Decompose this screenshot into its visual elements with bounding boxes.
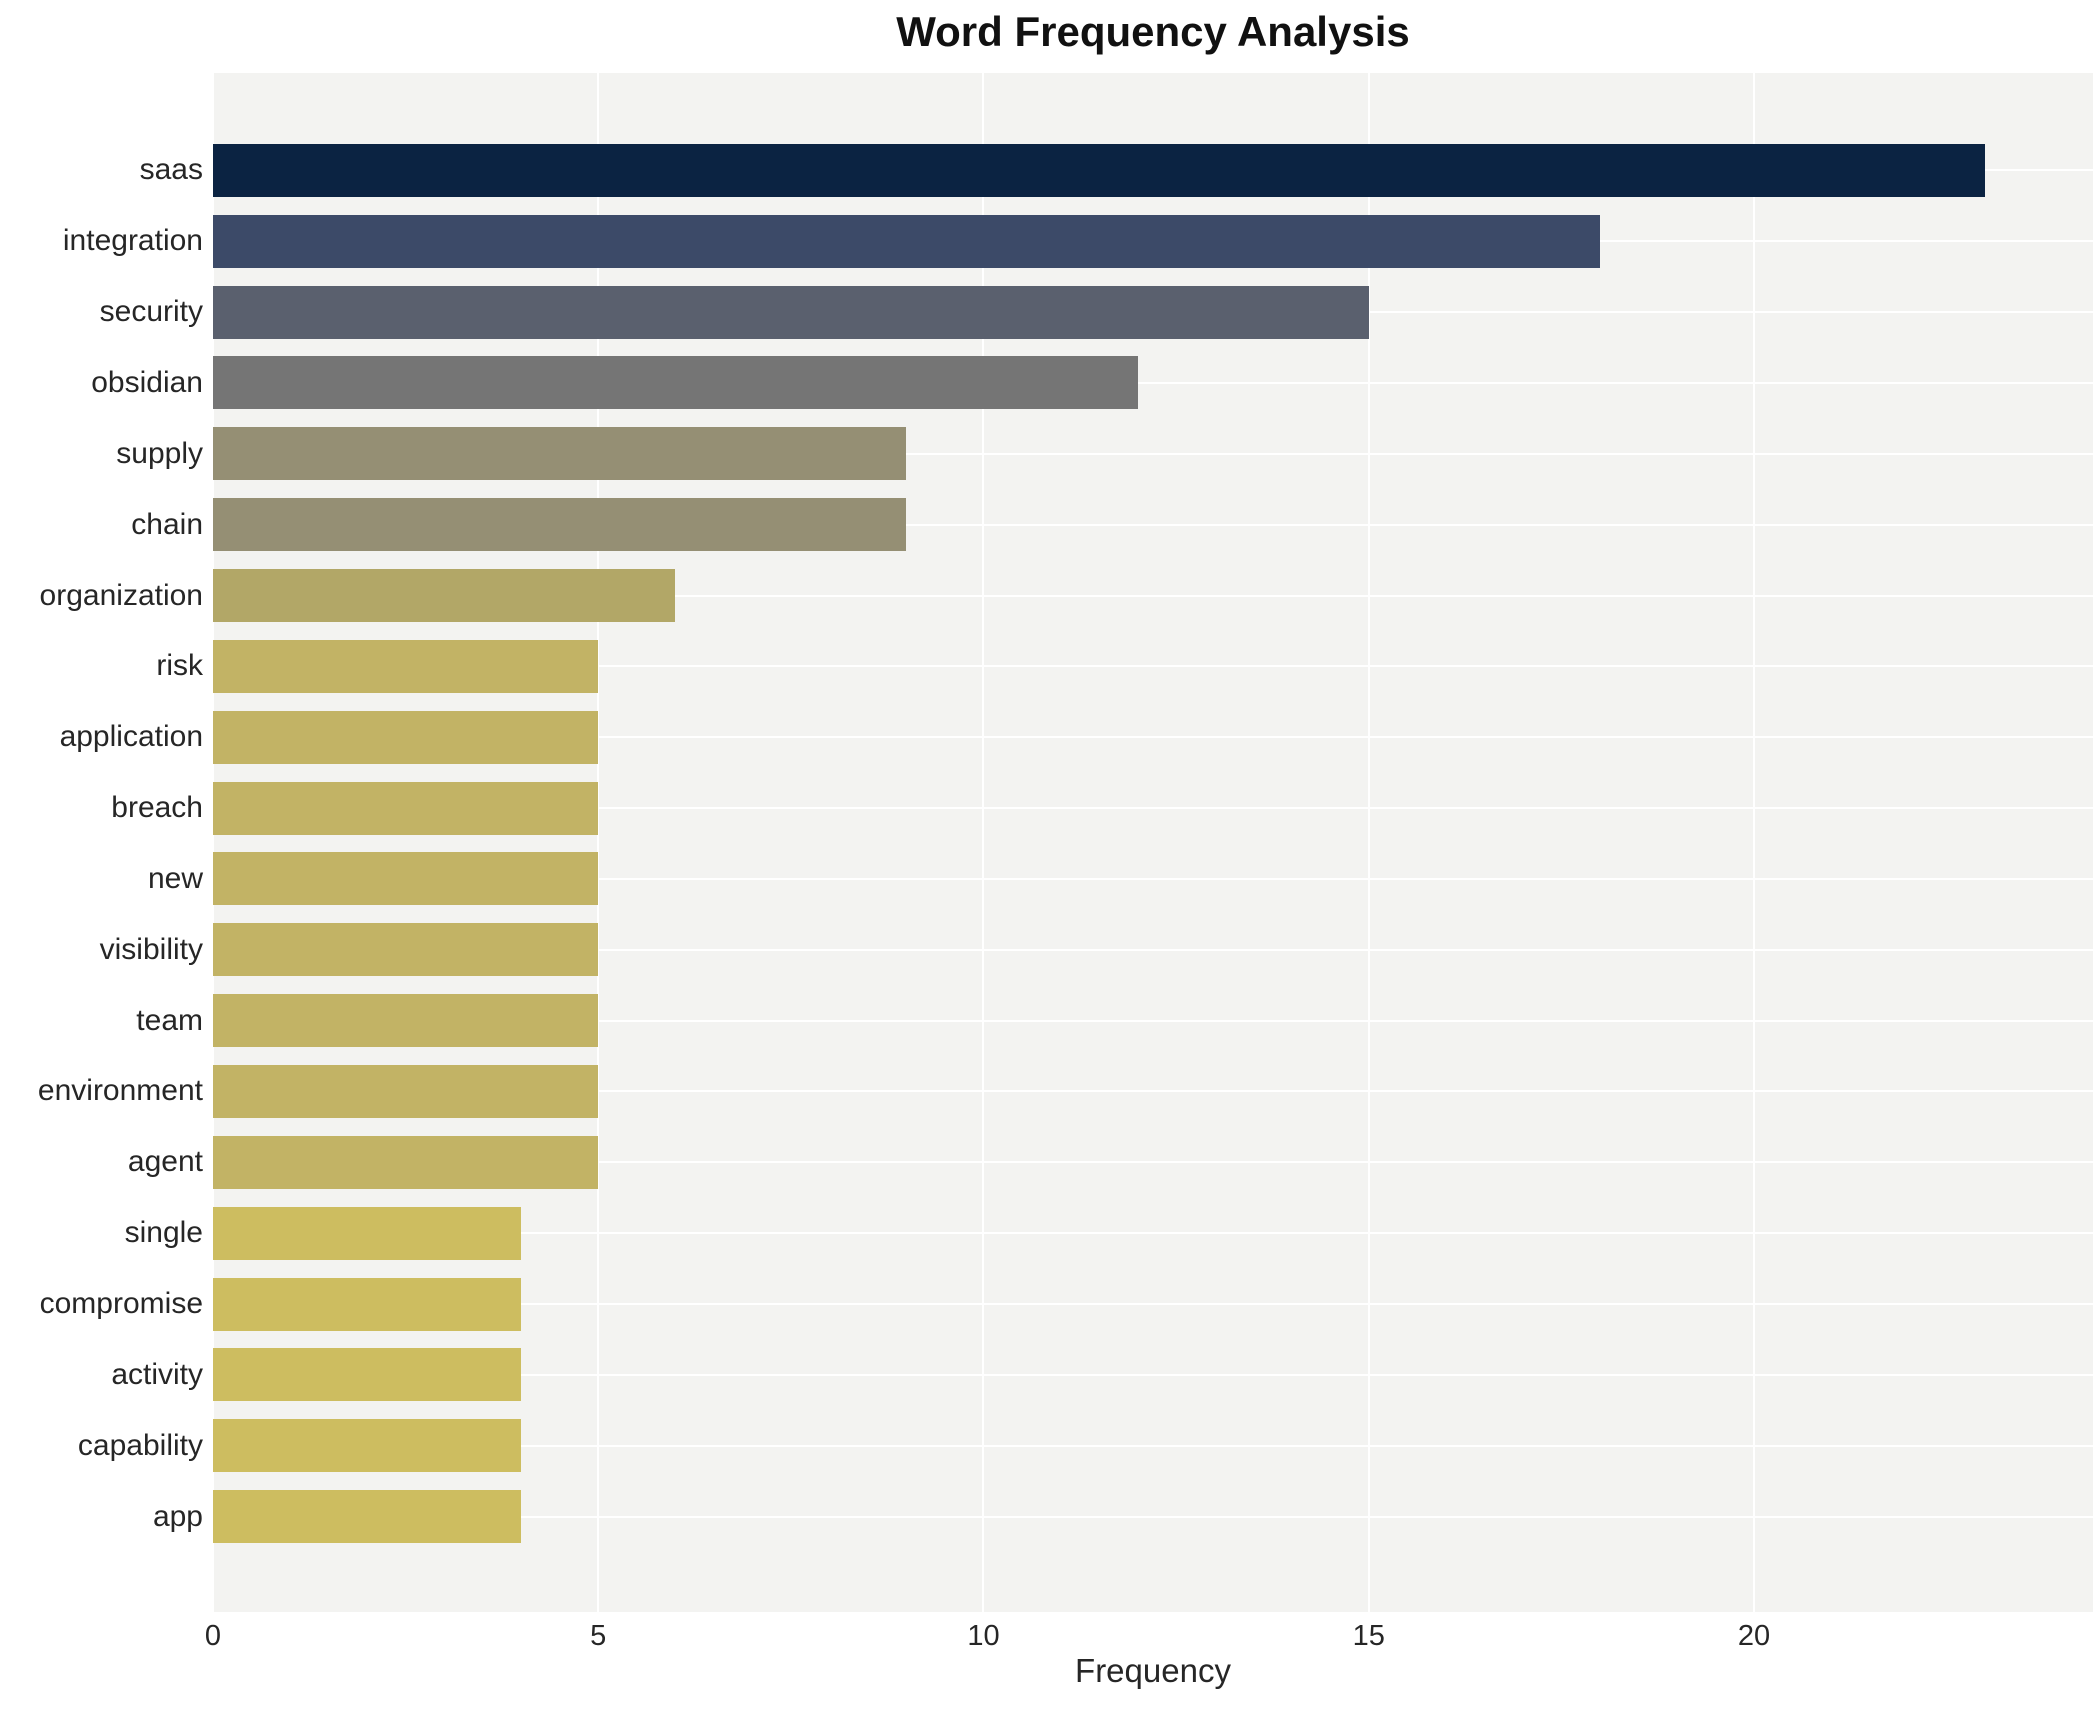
- y-tick-label-saas: saas: [139, 153, 203, 187]
- y-tick-label-new: new: [147, 861, 203, 895]
- bar-integration: [213, 214, 1600, 268]
- y-tick-label-risk: risk: [156, 649, 203, 683]
- x-tick-label-15: 15: [1352, 1620, 1385, 1652]
- plot-area: [213, 73, 2093, 1612]
- y-tick-label-application: application: [59, 720, 203, 754]
- bar-breach: [213, 781, 599, 835]
- x-axis-label: Frequency: [1075, 1652, 1231, 1689]
- gridline-horizontal: [213, 665, 2093, 668]
- gridline-horizontal: [213, 381, 2093, 384]
- gridline-horizontal: [213, 1515, 2093, 1518]
- y-tick-label-activity: activity: [111, 1357, 203, 1391]
- gridline-horizontal: [213, 736, 2093, 739]
- y-tick-label-single: single: [124, 1216, 203, 1250]
- gridline-vertical: [982, 73, 985, 1612]
- gridline-horizontal: [213, 807, 2093, 810]
- bar-risk: [213, 639, 599, 693]
- bar-app: [213, 1490, 522, 1544]
- bar-agent: [213, 1135, 599, 1189]
- y-tick-label-chain: chain: [131, 507, 203, 541]
- x-tick-label-20: 20: [1737, 1620, 1771, 1652]
- y-tick-label-capability: capability: [77, 1428, 203, 1462]
- y-tick-label-compromise: compromise: [39, 1287, 203, 1321]
- bar-supply: [213, 427, 907, 481]
- gridline-horizontal: [213, 1444, 2093, 1447]
- bar-team: [213, 994, 599, 1048]
- y-tick-label-agent: agent: [127, 1145, 203, 1179]
- bar-activity: [213, 1348, 522, 1402]
- gridline-horizontal: [213, 1373, 2093, 1376]
- bar-obsidian: [213, 356, 1138, 410]
- gridline-horizontal: [213, 523, 2093, 526]
- y-tick-label-security: security: [99, 295, 203, 329]
- gridline-horizontal: [213, 452, 2093, 455]
- x-tick-label-10: 10: [967, 1620, 1000, 1652]
- bar-capability: [213, 1419, 522, 1473]
- bar-compromise: [213, 1277, 522, 1331]
- bar-environment: [213, 1064, 599, 1118]
- gridline-vertical: [597, 73, 600, 1612]
- bar-chain: [213, 498, 907, 552]
- gridline-vertical: [213, 73, 214, 1612]
- y-tick-label-visibility: visibility: [99, 932, 203, 966]
- y-tick-label-supply: supply: [116, 436, 203, 470]
- bar-organization: [213, 569, 676, 623]
- bar-visibility: [213, 923, 599, 977]
- gridline-horizontal: [213, 948, 2093, 951]
- gridline-horizontal: [213, 594, 2093, 597]
- gridline-vertical: [1752, 73, 1755, 1612]
- bar-single: [213, 1206, 522, 1260]
- bar-saas: [213, 143, 1986, 197]
- gridline-horizontal: [213, 1090, 2093, 1093]
- y-tick-label-app: app: [152, 1499, 203, 1533]
- gridline-horizontal: [213, 1161, 2093, 1164]
- x-tick-label-5: 5: [590, 1620, 607, 1652]
- y-tick-label-breach: breach: [111, 791, 203, 825]
- bar-security: [213, 285, 1369, 339]
- bar-new: [213, 852, 599, 906]
- y-tick-label-organization: organization: [39, 578, 203, 612]
- x-tick-label-0: 0: [204, 1620, 222, 1652]
- gridline-horizontal: [213, 1019, 2093, 1022]
- gridline-horizontal: [213, 1303, 2093, 1306]
- chart-title: Word Frequency Analysis: [896, 8, 1410, 55]
- y-tick-label-integration: integration: [62, 224, 203, 258]
- y-tick-label-environment: environment: [37, 1074, 203, 1108]
- gridline-horizontal: [213, 877, 2093, 880]
- gridline-vertical: [1367, 73, 1370, 1612]
- y-tick-label-obsidian: obsidian: [91, 365, 203, 399]
- gridline-horizontal: [213, 1232, 2093, 1235]
- bar-application: [213, 710, 599, 764]
- y-tick-label-team: team: [136, 1003, 203, 1037]
